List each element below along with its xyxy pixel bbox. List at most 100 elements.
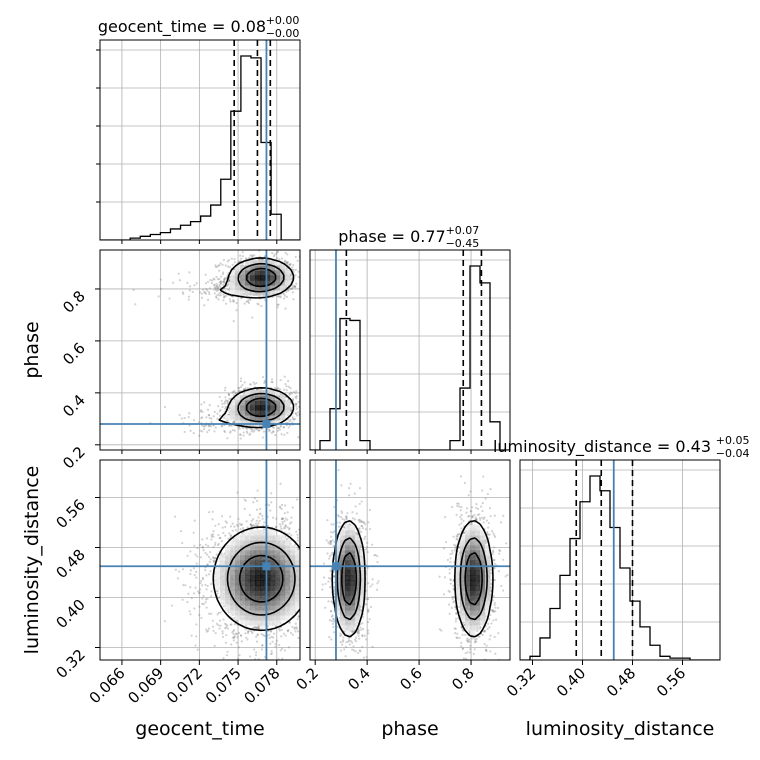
scatter-point (249, 523, 253, 526)
scatter-point (204, 598, 207, 601)
scatter-point (219, 611, 222, 614)
title-sup: +0.07 (446, 224, 480, 237)
scatter-point (201, 602, 204, 605)
density-cell (280, 415, 286, 421)
scatter-point (204, 568, 207, 572)
scatter-point (215, 589, 218, 593)
scatter-point (329, 616, 331, 618)
density-cell (250, 260, 256, 266)
scatter-point (302, 623, 304, 625)
scatter-point (311, 407, 313, 409)
scatter-point (217, 542, 220, 545)
scatter-point (302, 268, 304, 270)
scatter-point (268, 636, 271, 640)
scatter-point (304, 543, 306, 545)
scatter-point (204, 292, 208, 295)
scatter-point (283, 375, 286, 378)
scatter-point (275, 525, 278, 528)
density-cell (255, 400, 261, 406)
scatter-point (215, 275, 218, 278)
scatter-point (303, 607, 305, 609)
scatter-point (255, 627, 258, 630)
scatter-point (302, 577, 304, 579)
scatter-point (209, 551, 212, 554)
density-cell (245, 265, 251, 271)
scatter-point (200, 296, 204, 299)
scatter-point (310, 628, 312, 630)
scatter-point (206, 597, 209, 600)
scatter-point (226, 265, 230, 268)
scatter-point (215, 285, 218, 288)
scatter-point (284, 307, 287, 310)
scatter-point (283, 260, 286, 263)
density-cell (250, 415, 256, 421)
scatter-point (202, 288, 205, 291)
scatter-point (221, 405, 224, 409)
scatter-point (213, 430, 216, 433)
scatter-point (204, 282, 208, 285)
scatter-point (219, 536, 222, 540)
scatter-point (292, 285, 295, 288)
scatter-point (305, 539, 307, 541)
scatter-point (235, 633, 238, 636)
truth-marker (262, 420, 271, 429)
scatter-point (293, 417, 297, 421)
scatter-point (322, 572, 324, 574)
scatter-point (257, 429, 261, 432)
scatter-point (319, 545, 321, 547)
density-cell (275, 290, 281, 296)
density-cell (250, 410, 256, 416)
scatter-point (294, 255, 297, 259)
title-sub: −0.45 (446, 237, 480, 250)
scatter-point (296, 547, 299, 551)
scatter-point (304, 600, 306, 602)
scatter-point (212, 415, 215, 418)
scatter-point (163, 405, 167, 409)
scatter-point (201, 424, 204, 427)
scatter-point (228, 278, 231, 281)
scatter-point (221, 630, 224, 633)
density-cell (260, 265, 266, 271)
scatter-point (251, 631, 254, 635)
scatter-point (238, 427, 241, 430)
scatter-point (255, 651, 258, 654)
scatter-point (226, 284, 229, 287)
scatter-point (221, 424, 224, 427)
scatter-point (301, 568, 303, 570)
density-cell (255, 390, 261, 396)
scatter-point (217, 596, 221, 600)
scatter-point (238, 522, 241, 525)
scatter-point (202, 603, 205, 606)
scatter-point (257, 516, 260, 519)
histogram-panel-luminosity_distance (520, 460, 720, 660)
scatter-point (227, 279, 231, 282)
density-cell (275, 285, 281, 291)
scatter-point (311, 513, 313, 515)
density-cell (275, 420, 281, 426)
scatter-point (302, 528, 304, 530)
scatter-point (241, 383, 244, 387)
scatter-point (245, 520, 248, 523)
scatter-point (244, 257, 247, 260)
scatter-point (296, 536, 299, 539)
density-cell (245, 275, 251, 281)
scatter-point (246, 526, 249, 529)
scatter-point (278, 505, 281, 508)
scatter-point (263, 381, 266, 385)
scatter-point (245, 427, 248, 430)
scatter-point (159, 278, 162, 281)
scatter-point (285, 537, 288, 541)
scatter-point (306, 574, 308, 576)
scatter-point (288, 392, 291, 395)
density-cell (275, 405, 281, 411)
scatter-point (231, 391, 234, 394)
scatter-point (311, 571, 313, 573)
scatter-point (288, 393, 291, 396)
scatter-point (208, 416, 211, 420)
scatter-point (193, 573, 196, 577)
scatter-point (237, 646, 241, 649)
scatter-point (181, 598, 184, 601)
scatter-point (226, 399, 229, 402)
scatter-point (328, 610, 330, 612)
scatter-point (304, 403, 306, 405)
